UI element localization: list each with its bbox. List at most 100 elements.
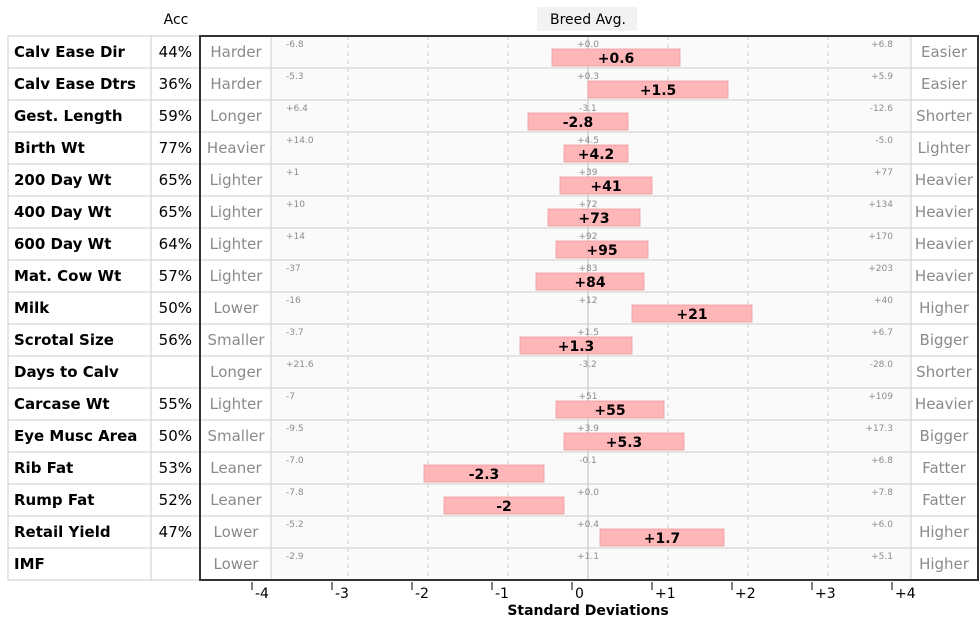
range-min-label: -9.5: [286, 424, 304, 434]
breed-avg-label: +51: [579, 392, 598, 402]
left-descriptor: Harder: [210, 43, 262, 61]
right-descriptor: Fatter: [922, 491, 966, 509]
left-descriptor: Longer: [210, 107, 263, 125]
left-descriptor: Longer: [210, 363, 263, 381]
right-descriptor: Easier: [921, 43, 968, 61]
breed-avg-label: -3.2: [579, 360, 597, 370]
accuracy-value: 64%: [159, 235, 192, 253]
x-tick-label: +1: [655, 586, 676, 602]
left-descriptor: Lower: [214, 299, 260, 317]
right-descriptor: Easier: [921, 75, 968, 93]
left-descriptor: Lighter: [210, 171, 264, 189]
left-descriptor: Leaner: [210, 491, 262, 509]
accuracy-value: 56%: [159, 331, 192, 349]
left-descriptor: Lighter: [210, 203, 264, 221]
ebv-bar: [587, 80, 729, 99]
range-max-label: +5.9: [871, 72, 893, 82]
ebv-value-label: +1.7: [644, 531, 681, 547]
trait-label: Scrotal Size: [14, 331, 114, 349]
range-min-label: -5.3: [286, 72, 304, 82]
accuracy-value: 59%: [159, 107, 192, 125]
ebv-bar: [555, 400, 665, 419]
acc-header: Acc: [164, 12, 189, 28]
trait-label: 600 Day Wt: [14, 235, 111, 253]
left-descriptor: Smaller: [207, 427, 265, 445]
ebv-value-label: -2.8: [563, 115, 594, 131]
right-descriptor: Heavier: [915, 235, 974, 253]
right-descriptor: Fatter: [922, 459, 966, 477]
ebv-bar: [599, 528, 725, 547]
ebv-value-label: +55: [594, 403, 625, 419]
right-descriptor: Lighter: [918, 139, 972, 157]
accuracy-value: 65%: [159, 171, 192, 189]
accuracy-value: 36%: [159, 75, 192, 93]
ebv-bar: [555, 240, 649, 259]
x-tick-label: +3: [815, 586, 836, 602]
left-descriptor: Leaner: [210, 459, 262, 477]
trait-label: Rib Fat: [14, 459, 73, 477]
range-max-label: +6.8: [871, 456, 893, 466]
ebv-value-label: +5.3: [606, 435, 643, 451]
range-max-label: +40: [874, 296, 893, 306]
x-tick-label: -1: [495, 586, 509, 602]
x-axis-label: Standard Deviations: [507, 603, 668, 617]
breed-avg-label: +92: [579, 232, 598, 242]
x-tick-label: -2: [415, 586, 429, 602]
range-max-label: +109: [868, 392, 893, 402]
trait-label: Eye Musc Area: [14, 427, 137, 445]
accuracy-value: 53%: [159, 459, 192, 477]
range-max-label: -12.6: [870, 104, 894, 114]
range-min-label: +14.0: [286, 136, 314, 146]
breed-avg-label: +39: [579, 168, 598, 178]
accuracy-value: 44%: [159, 43, 192, 61]
trait-label: Milk: [14, 299, 50, 317]
range-max-label: -28.0: [870, 360, 894, 370]
x-tick-label: 0: [575, 586, 584, 602]
range-min-label: +6.4: [286, 104, 308, 114]
ebv-value-label: -2.3: [469, 467, 500, 483]
range-max-label: +134: [868, 200, 893, 210]
ebv-bar: [559, 176, 653, 195]
range-min-label: +21.6: [286, 360, 314, 370]
range-min-label: -6.8: [286, 40, 304, 50]
range-max-label: +6.7: [871, 328, 893, 338]
accuracy-value: 65%: [159, 203, 192, 221]
right-descriptor: Bigger: [920, 331, 970, 349]
range-max-label: +6.8: [871, 40, 893, 50]
right-descriptor: Shorter: [916, 363, 972, 381]
breed-avg-label: +0.4: [577, 520, 599, 530]
x-tick-label: +2: [735, 586, 756, 602]
breed-avg-label: +12: [579, 296, 598, 306]
range-min-label: +10: [286, 200, 305, 210]
breed-avg-label: -0.1: [579, 456, 597, 466]
left-descriptor: Lighter: [210, 395, 264, 413]
ebv-bar: [563, 144, 629, 163]
range-max-label: -5.0: [875, 136, 893, 146]
trait-label: 400 Day Wt: [14, 203, 111, 221]
accuracy-value: 52%: [159, 491, 192, 509]
accuracy-value: 57%: [159, 267, 192, 285]
breed-avg-label: -3.1: [579, 104, 597, 114]
left-descriptor: Lower: [214, 555, 260, 573]
left-descriptor: Lower: [214, 523, 260, 541]
breed-avg-label: +72: [579, 200, 598, 210]
ebv-value-label: +41: [590, 179, 621, 195]
right-descriptor: Higher: [919, 299, 970, 317]
left-descriptor: Smaller: [207, 331, 265, 349]
right-descriptor: Heavier: [915, 203, 974, 221]
trait-label: Mat. Cow Wt: [14, 267, 121, 285]
range-min-label: -5.2: [286, 520, 304, 530]
left-descriptor: Harder: [210, 75, 262, 93]
range-min-label: -7.8: [286, 488, 304, 498]
trait-label: Days to Calv: [14, 363, 119, 381]
range-min-label: -3.7: [286, 328, 304, 338]
range-min-label: -7: [286, 392, 295, 402]
range-min-label: -37: [286, 264, 301, 274]
right-descriptor: Higher: [919, 555, 970, 573]
chart-border: [199, 35, 979, 581]
trait-label: Gest. Length: [14, 107, 123, 125]
range-min-label: +14: [286, 232, 305, 242]
range-max-label: +6.0: [871, 520, 893, 530]
range-min-label: -2.9: [286, 552, 304, 562]
right-descriptor: Heavier: [915, 171, 974, 189]
